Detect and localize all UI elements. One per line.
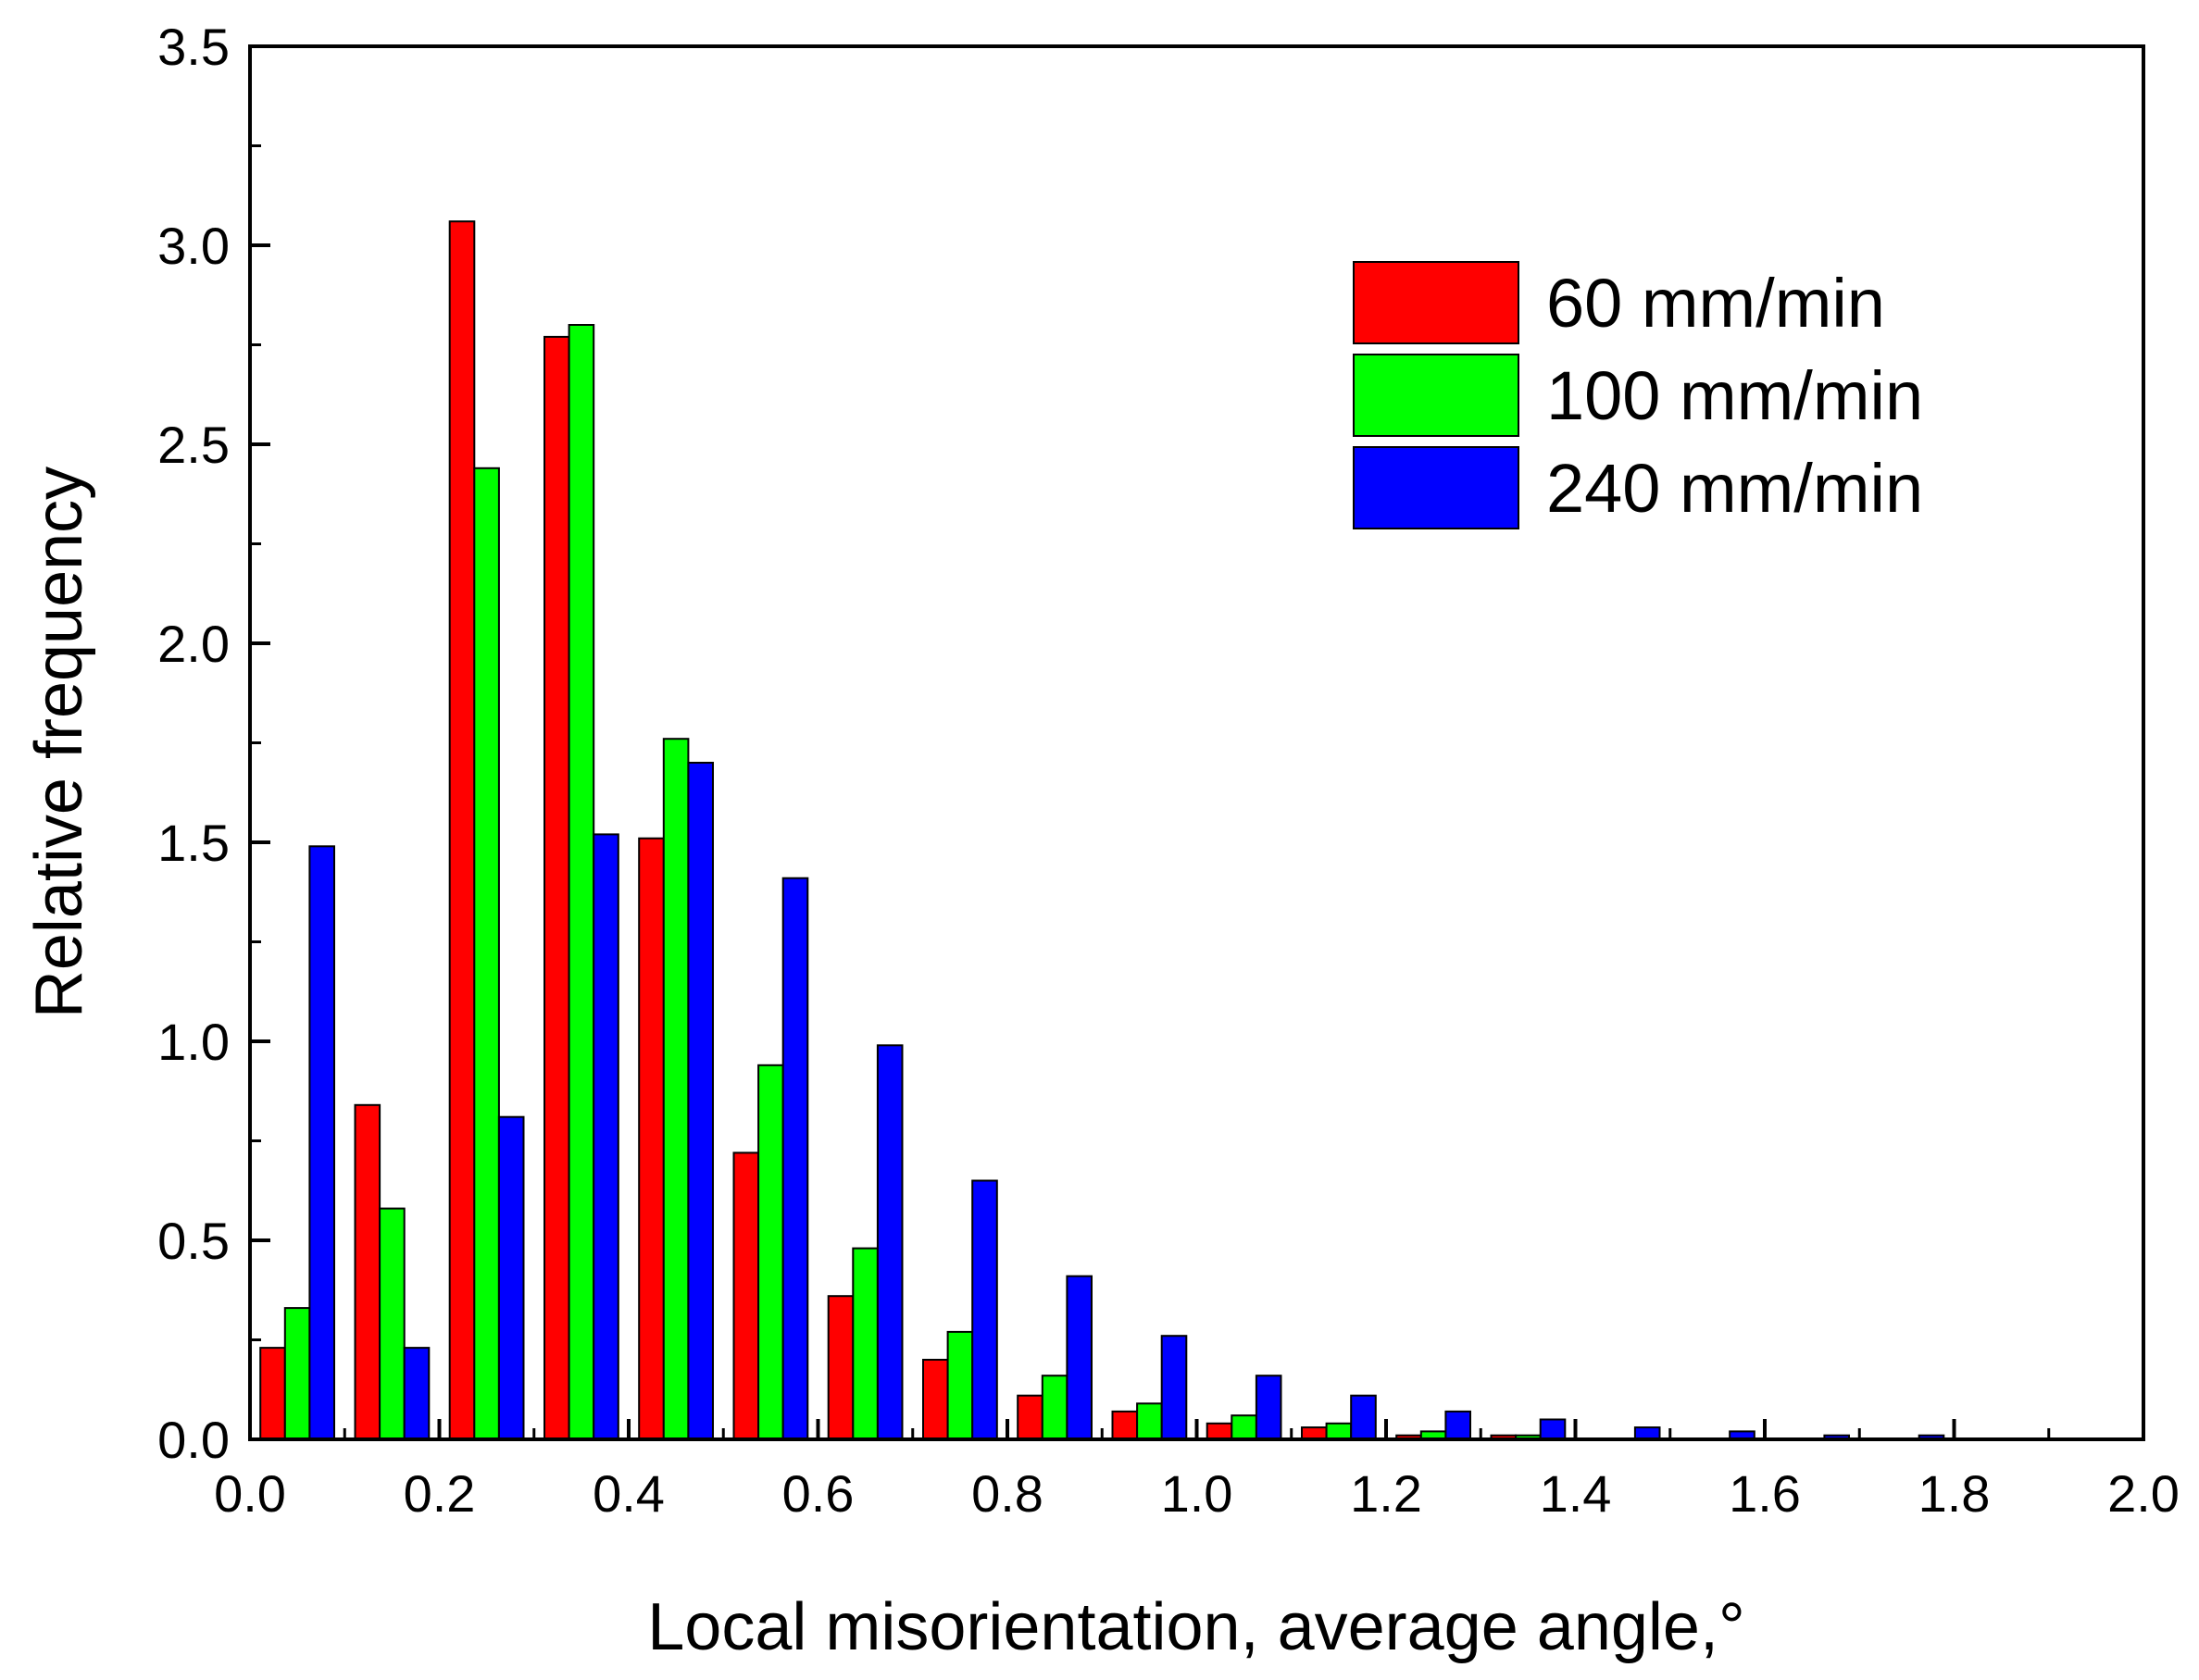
bar-100-mm-min-9 (1136, 1402, 1163, 1441)
bars-layer (259, 220, 1945, 1441)
legend-label-1: 100 mm/min (1546, 357, 1923, 434)
x-tick-label-9: 1.8 (1918, 1464, 1991, 1523)
y-tick-label-6: 3.0 (157, 217, 230, 275)
legend-label-2: 240 mm/min (1546, 450, 1923, 527)
bar-60-mm-min-9 (1111, 1410, 1139, 1441)
bar-100-mm-min-1 (379, 1207, 406, 1440)
legend: 60 mm/min 100 mm/min 240 mm/min (1353, 261, 1923, 529)
y-tick-label-0: 0.0 (157, 1411, 230, 1469)
bar-100-mm-min-4 (662, 738, 690, 1440)
x-tick-label-10: 2.0 (2107, 1464, 2180, 1523)
y-tick-label-4: 2.0 (157, 615, 230, 673)
legend-swatch-0 (1353, 261, 1519, 344)
x-tick-label-2: 0.4 (593, 1464, 665, 1523)
bar-240-mm-min-13 (1539, 1418, 1567, 1440)
x-tick-label-1: 0.2 (404, 1464, 476, 1523)
y-tick-label-1: 0.5 (157, 1212, 230, 1270)
x-tick-label-5: 1.0 (1161, 1464, 1233, 1523)
x-tick-label-4: 0.8 (971, 1464, 1043, 1523)
x-tick-label-3: 0.6 (782, 1464, 855, 1523)
legend-swatch-2 (1353, 446, 1519, 529)
bar-60-mm-min-3 (544, 335, 570, 1440)
x-axis-title: Local misorientation, average angle,° (647, 1590, 1745, 1664)
x-tick-label-8: 1.6 (1729, 1464, 1801, 1523)
legend-swatch-1 (1353, 354, 1519, 437)
bar-60-mm-min-6 (827, 1295, 855, 1440)
bar-100-mm-min-3 (568, 324, 595, 1440)
x-tick-label-6: 1.2 (1350, 1464, 1422, 1523)
legend-label-0: 60 mm/min (1546, 265, 1885, 342)
tick-labels-layer: 0.0 0.2 0.4 0.6 0.8 1.0 1.2 1.4 1.6 1.8 2.0 0.0 0.5 1… (157, 18, 2180, 1523)
bar-240-mm-min-7 (971, 1179, 998, 1440)
ticks-layer (248, 44, 2145, 1441)
bar-100-mm-min-5 (757, 1064, 784, 1441)
bar-60-mm-min-1 (354, 1103, 381, 1441)
y-tick-label-3: 1.5 (157, 814, 230, 872)
bar-100-mm-min-11 (1325, 1422, 1353, 1441)
bar-60-mm-min-5 (732, 1151, 760, 1441)
bar-240-mm-min-1 (403, 1347, 431, 1440)
bar-100-mm-min-8 (1041, 1375, 1068, 1440)
x-tick-label-7: 1.4 (1540, 1464, 1612, 1523)
bar-100-mm-min-6 (852, 1247, 879, 1440)
y-tick-label-5: 2.5 (157, 416, 230, 474)
bar-240-mm-min-2 (497, 1115, 525, 1440)
bar-240-mm-min-9 (1160, 1335, 1188, 1440)
bar-60-mm-min-10 (1206, 1422, 1233, 1441)
bar-240-mm-min-3 (593, 833, 619, 1440)
y-tick-label-2: 1.0 (157, 1013, 230, 1071)
bar-240-mm-min-4 (687, 762, 715, 1440)
bar-60-mm-min-0 (259, 1347, 286, 1440)
bar-60-mm-min-2 (448, 220, 476, 1441)
bar-240-mm-min-0 (308, 845, 335, 1440)
y-tick-label-7: 3.5 (157, 18, 230, 76)
bar-240-mm-min-10 (1255, 1375, 1282, 1440)
x-tick-label-0: 0.0 (214, 1464, 286, 1523)
bar-100-mm-min-2 (473, 467, 500, 1440)
bar-100-mm-min-0 (283, 1307, 311, 1440)
bar-240-mm-min-8 (1066, 1275, 1093, 1440)
y-axis-title: Relative frequency (22, 467, 96, 1018)
plot-frame (248, 44, 2145, 1441)
bar-100-mm-min-7 (946, 1330, 974, 1441)
bar-60-mm-min-8 (1017, 1394, 1043, 1440)
bar-60-mm-min-7 (922, 1359, 949, 1440)
bar-240-mm-min-5 (781, 877, 809, 1440)
bar-240-mm-min-11 (1350, 1394, 1377, 1440)
bar-240-mm-min-12 (1444, 1410, 1472, 1441)
bar-240-mm-min-6 (876, 1044, 904, 1441)
bar-100-mm-min-10 (1231, 1414, 1257, 1440)
bar-60-mm-min-4 (638, 837, 665, 1440)
